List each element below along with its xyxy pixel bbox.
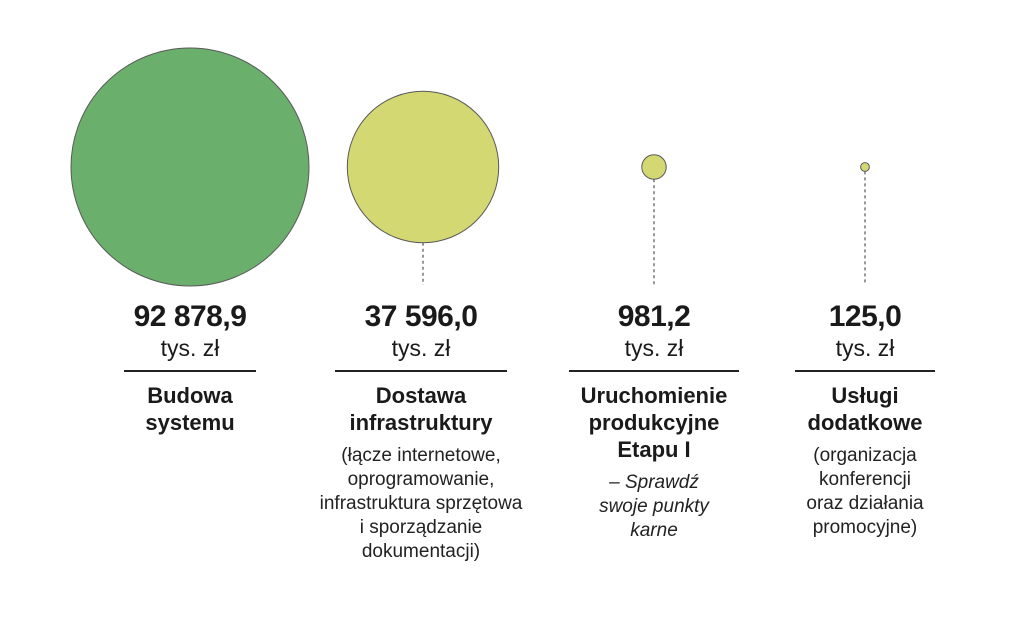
desc-line: (organizacja: [813, 445, 917, 466]
bubble-chart: [70, 47, 870, 287]
unit-label: tys. zł: [391, 335, 451, 361]
item-uslugi-dodatkowe: 125,0 tys. zł Usługi dodatkowe (organiza…: [785, 300, 945, 540]
label-line: systemu: [145, 410, 235, 435]
bubble-3: [860, 162, 870, 172]
bubble-2: [641, 154, 667, 180]
divider: [124, 370, 256, 372]
desc-line: swoje punkty: [599, 496, 709, 517]
value-label: 125,0: [828, 300, 902, 333]
category-description: (łącze internetowe, oprogramowanie, infr…: [296, 444, 546, 564]
desc-line: promocyjne): [812, 517, 918, 538]
desc-line: konferencji: [819, 469, 911, 490]
label-line: infrastruktury: [349, 410, 493, 435]
desc-line: karne: [630, 520, 678, 541]
category-description: – Sprawdź swoje punkty karne: [559, 471, 749, 543]
unit-label: tys. zł: [160, 335, 220, 361]
label-line: produkcyjne: [588, 410, 720, 435]
label-line: Usługi: [831, 383, 899, 408]
value-label: 37 596,0: [364, 300, 478, 333]
desc-line: dokumentacji): [361, 541, 481, 562]
divider: [335, 370, 507, 372]
label-line: Uruchomienie: [580, 383, 728, 408]
desc-line: infrastruktura sprzętowa: [319, 493, 523, 514]
desc-line: (łącze internetowe,: [341, 445, 501, 466]
desc-line: i sporządzanie: [359, 517, 483, 538]
item-budowa-systemu: 92 878,9 tys. zł Budowa systemu: [115, 300, 265, 436]
category-label: Usługi dodatkowe: [785, 382, 945, 436]
unit-label: tys. zł: [835, 335, 895, 361]
category-label: Budowa systemu: [115, 382, 265, 436]
bubble-1: [346, 90, 500, 244]
divider: [795, 370, 935, 372]
label-line: dodatkowe: [807, 410, 923, 435]
value-label: 92 878,9: [133, 300, 247, 333]
desc-line: oraz działania: [806, 493, 924, 514]
label-line: Etapu I: [617, 437, 691, 462]
label-line: Dostawa: [375, 383, 467, 408]
category-description: (organizacja konferencji oraz działania …: [785, 444, 945, 540]
category-label: Dostawa infrastruktury: [296, 382, 546, 436]
value-label: 981,2: [617, 300, 691, 333]
label-line: Budowa: [147, 383, 233, 408]
desc-line: oprogramowanie,: [347, 469, 495, 490]
bubble-0: [70, 47, 310, 287]
desc-line: – Sprawdź: [609, 472, 699, 493]
divider: [569, 370, 739, 372]
category-label: Uruchomienie produkcyjne Etapu I: [559, 382, 749, 463]
unit-label: tys. zł: [624, 335, 684, 361]
item-dostawa-infrastruktury: 37 596,0 tys. zł Dostawa infrastruktury …: [296, 300, 546, 564]
item-uruchomienie-produkcyjne: 981,2 tys. zł Uruchomienie produkcyjne E…: [559, 300, 749, 543]
